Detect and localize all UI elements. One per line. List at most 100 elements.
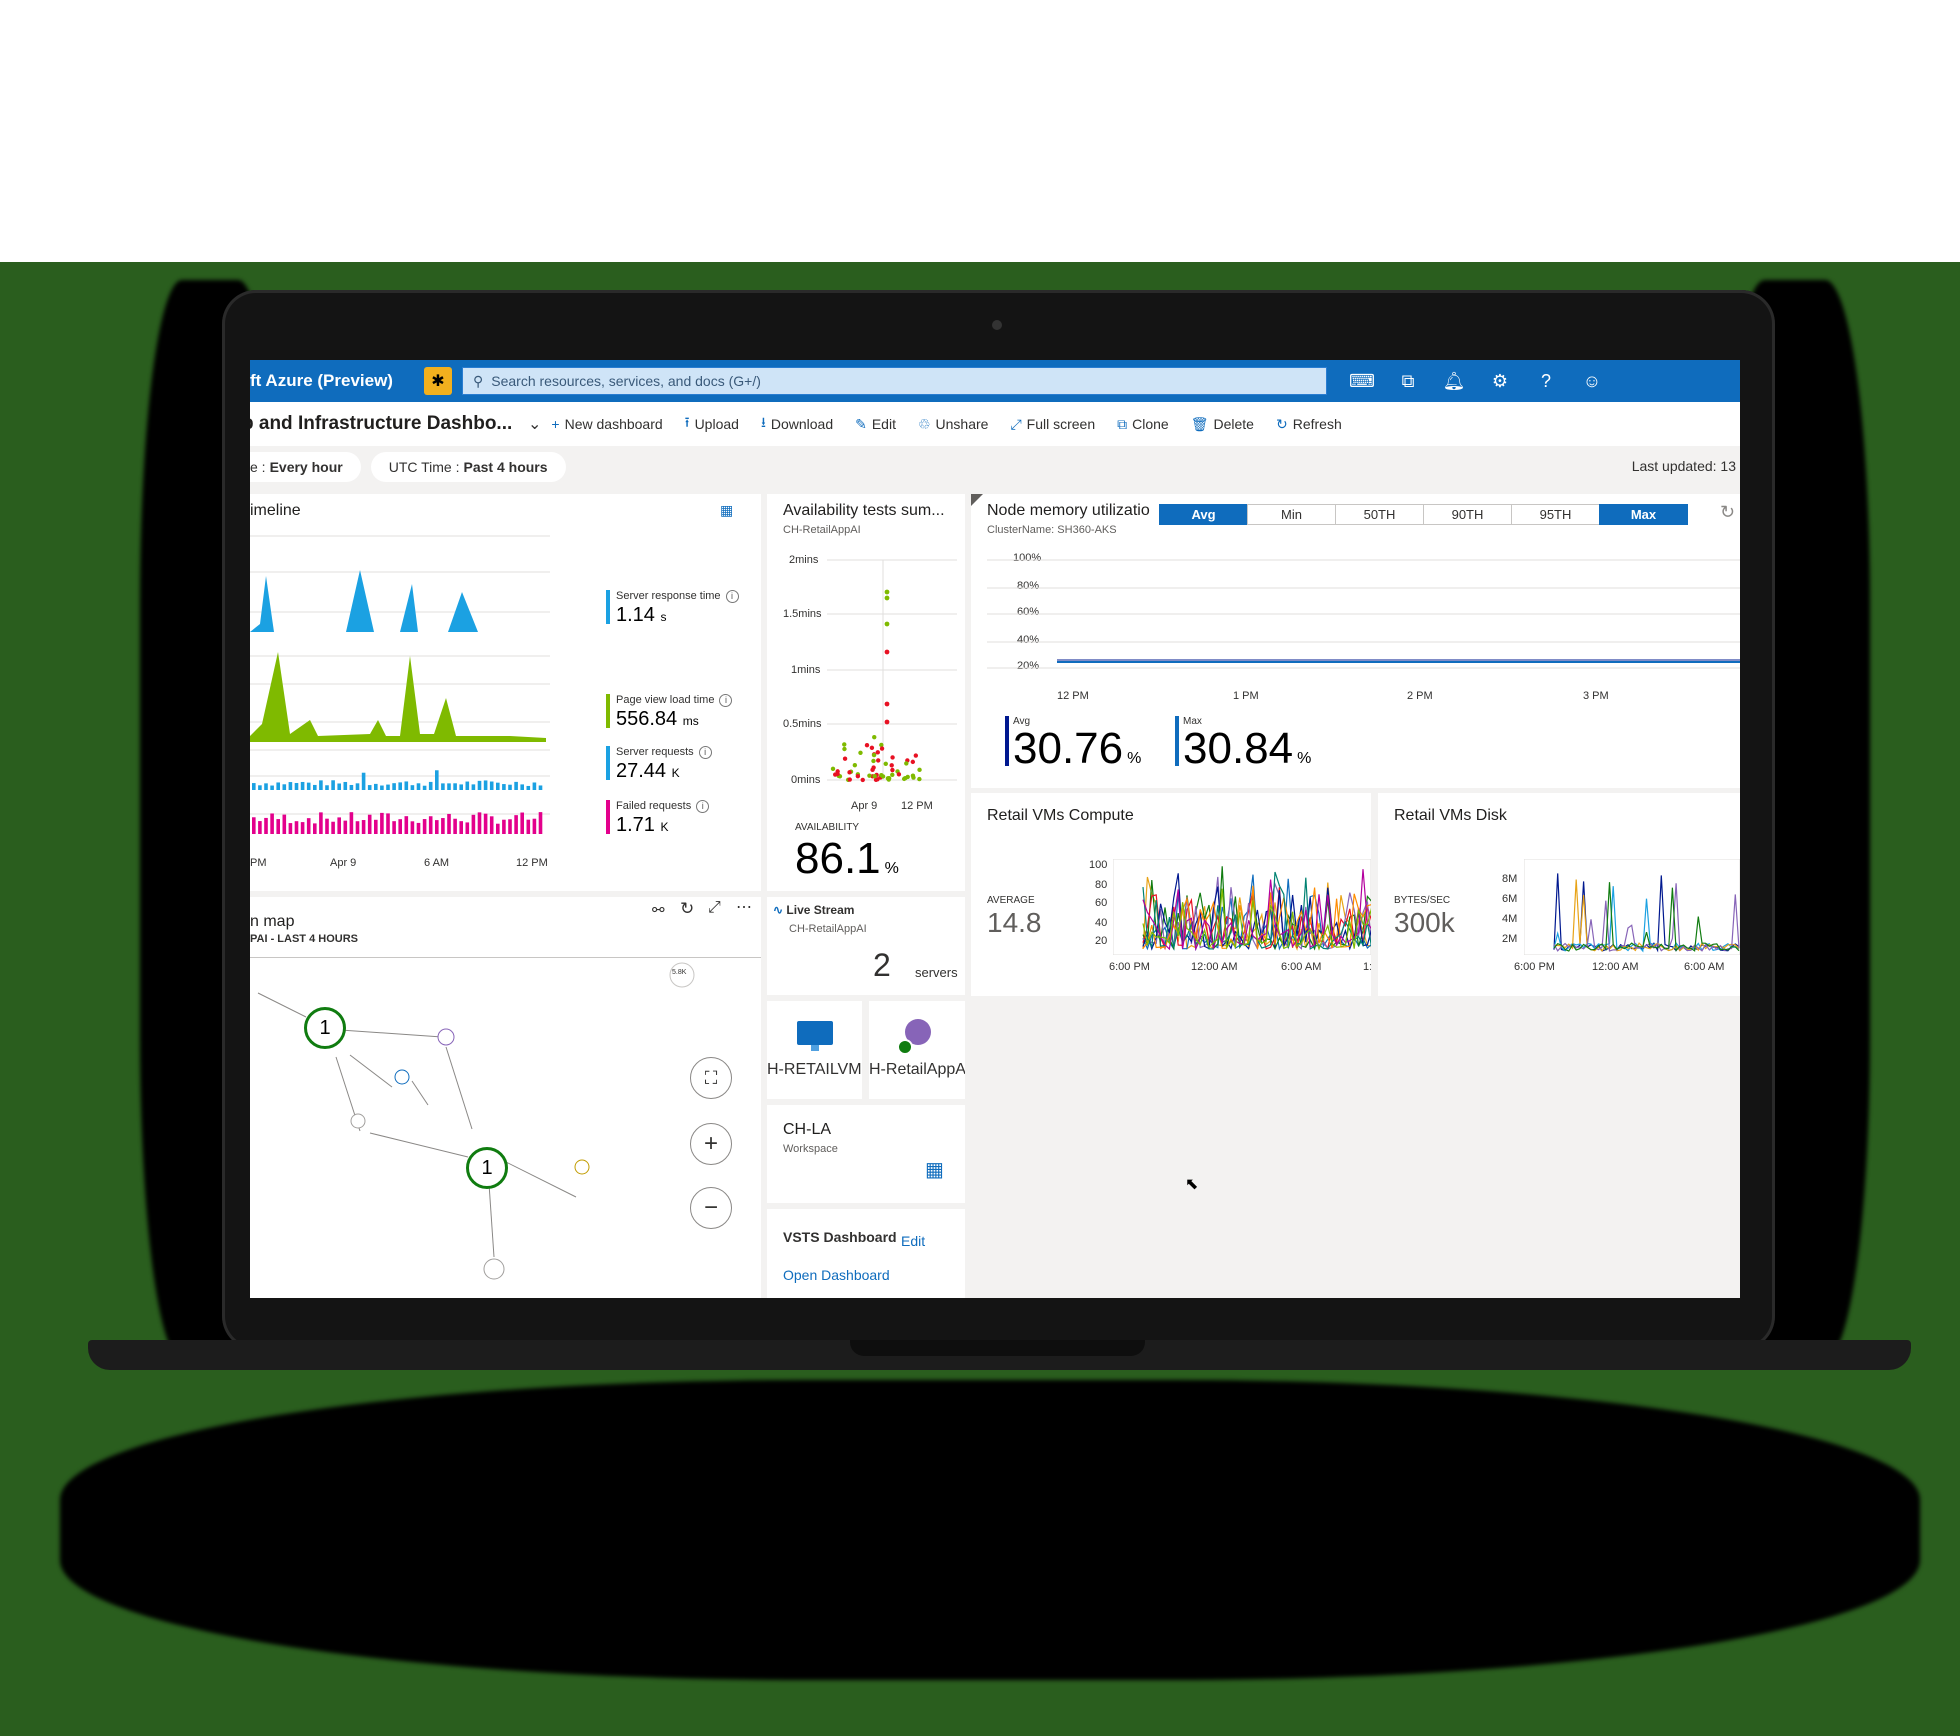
zoom-out-button[interactable]: −: [690, 1187, 732, 1229]
failed-requests-bar: [496, 823, 500, 834]
info-icon[interactable]: i: [696, 800, 710, 813]
memory-y-tick-0: 100%: [1013, 552, 1042, 564]
segment-50th[interactable]: 50TH: [1335, 504, 1424, 525]
upload-icon: ⭱: [684, 414, 690, 430]
portal-brand[interactable]: ft Azure (Preview): [250, 371, 393, 390]
availability-point: [890, 772, 895, 777]
timeline-tile[interactable]: imeline ▦ PM Apr 9 6 AM 12 PM Server res…: [250, 494, 761, 891]
segment-avg[interactable]: Avg: [1159, 504, 1248, 525]
segment-max[interactable]: Max: [1599, 504, 1688, 525]
feedback-smiley-icon[interactable]: ☺: [1582, 370, 1602, 391]
workspace-tile[interactable]: CH-LA Workspace ▦: [767, 1105, 965, 1203]
info-icon[interactable]: i: [719, 694, 733, 707]
refresh-icon[interactable]: ↻: [1720, 502, 1736, 522]
memory-y-tick-1: 80%: [1017, 580, 1040, 592]
map-node-store: [350, 1113, 366, 1129]
map-node-top: [669, 962, 695, 988]
availability-point: [830, 766, 836, 772]
server-requests-bar: [514, 781, 518, 790]
retail-disk-tile[interactable]: Retail VMs Disk BYTES/SEC 300k 8M 6M 4M …: [1378, 793, 1740, 996]
delete-button[interactable]: 🗑︎ Delete: [1191, 416, 1254, 433]
help-icon[interactable]: ?: [1540, 370, 1551, 391]
app-map-tile[interactable]: n map PAI - LAST 4 HOURS ⚯ ↻ ⤢ ⋯: [250, 897, 761, 1298]
info-icon[interactable]: i: [698, 746, 712, 759]
retail-compute-tile[interactable]: Retail VMs Compute AVERAGE 14.8 100 80 6…: [971, 793, 1371, 996]
segment-min[interactable]: Min: [1247, 504, 1336, 525]
failed-requests-label-text: Failed requests: [616, 800, 692, 812]
server-requests-bar: [477, 780, 482, 790]
server-requests-bar: [331, 780, 335, 790]
unshare-button[interactable]: ♲ Unshare: [918, 416, 988, 433]
map-node-top-label: 5.8K: [672, 969, 687, 976]
availability-point: [847, 770, 852, 775]
refresh-icon[interactable]: ↻: [680, 899, 695, 918]
appinsights-resource-tile[interactable]: H-RetailAppA: [869, 1001, 965, 1099]
download-button[interactable]: ⭳ Download: [761, 412, 833, 436]
memory-x-tick-1: 1 PM: [1233, 690, 1259, 702]
retail-disk-stat-value: 300k: [1394, 907, 1455, 938]
server-requests-bar: [258, 785, 262, 790]
availability-point: [910, 773, 916, 778]
segment-90th[interactable]: 90TH: [1423, 504, 1512, 525]
edit-button[interactable]: ✎ Edit: [855, 416, 896, 433]
memory-y-tick-2: 60%: [1017, 606, 1040, 618]
map-node-a[interactable]: 1: [304, 1007, 346, 1049]
new-dashboard-button[interactable]: + New dashboard: [551, 416, 662, 432]
availability-point: [870, 767, 875, 773]
laptop-notch: [850, 1340, 1145, 1356]
vsts-tile[interactable]: VSTS Dashboard Edit Open Dashboard: [767, 1209, 965, 1298]
app-insights-icon[interactable]: ▦: [720, 502, 734, 518]
zoom-in-button[interactable]: +: [690, 1123, 732, 1165]
live-stream-tile[interactable]: ∿ Live Stream CH-RetailAppAI 2 servers: [767, 897, 965, 995]
time-range-filter[interactable]: UTC Time : Past 4 hours: [370, 452, 566, 482]
full-screen-button[interactable]: ⤢ Full screen: [1010, 416, 1095, 433]
chevron-down-icon[interactable]: ⌄: [528, 416, 542, 433]
page-view-marker: [606, 694, 610, 728]
more-options-icon[interactable]: ⋯: [736, 899, 752, 916]
vm-resource-tile[interactable]: H-RETAILVMC: [767, 1001, 862, 1099]
response-time-marker: [606, 590, 610, 624]
availability-point: [860, 777, 865, 783]
topbar-icons: ⌨ ⧉ 🔔︎ ⚙ ? ☺: [1349, 371, 1605, 392]
availability-point: [890, 767, 895, 773]
plus-icon: +: [703, 1130, 718, 1157]
expand-icon[interactable]: ⤢: [708, 899, 721, 916]
directory-filter-icon[interactable]: ⧉: [1401, 370, 1415, 391]
availability-point: [883, 761, 888, 766]
server-requests-bar: [447, 783, 451, 790]
fit-to-screen-button[interactable]: ⛶: [690, 1057, 732, 1099]
server-requests-bar: [538, 785, 543, 790]
server-requests-bar: [502, 784, 506, 790]
full-screen-label: Full screen: [1026, 416, 1096, 432]
refresh-button[interactable]: ↻ Refresh: [1276, 416, 1342, 433]
retail-compute-stat-value: 14.8: [987, 907, 1042, 938]
failed-requests-bar: [319, 812, 323, 834]
failed-requests-bar: [386, 813, 390, 834]
cloud-shell-icon[interactable]: ⌨: [1349, 370, 1375, 391]
share-map-icon[interactable]: ⚯: [652, 902, 665, 919]
availability-unit: %: [884, 860, 899, 877]
gear-icon[interactable]: ⚙: [1491, 370, 1509, 391]
retail-disk-title: Retail VMs Disk: [1394, 807, 1507, 824]
server-requests-bar: [313, 784, 317, 790]
vsts-edit-link[interactable]: Edit: [901, 1233, 926, 1249]
node-memory-tile[interactable]: Node memory utilizatio ClusterName: SH36…: [971, 494, 1740, 788]
availability-tile[interactable]: Availability tests sum... CH-RetailAppAI…: [767, 494, 965, 891]
dashboard-title[interactable]: p and Infrastructure Dashbo...: [250, 413, 513, 434]
segment-95th[interactable]: 95TH: [1511, 504, 1600, 525]
avg-marker: [1005, 716, 1009, 766]
auto-refresh-filter[interactable]: e : Every hour: [250, 452, 361, 482]
failed-requests-bar: [337, 817, 341, 834]
laptop-shadow: [60, 1380, 1920, 1680]
azure-top-bar: ft Azure (Preview) ✱ ⚲ Search resources,…: [250, 360, 1740, 402]
preview-bug-icon[interactable]: ✱: [424, 367, 452, 395]
availability-point: [879, 746, 885, 751]
global-search[interactable]: ⚲ Search resources, services, and docs (…: [462, 367, 1327, 395]
clone-button[interactable]: ⧉ Clone: [1117, 416, 1169, 433]
upload-button[interactable]: ⭱ Upload: [685, 412, 739, 436]
map-node-b[interactable]: 1: [466, 1147, 508, 1189]
bell-icon[interactable]: 🔔︎: [1442, 370, 1466, 391]
open-dashboard-link[interactable]: Open Dashboard: [783, 1267, 890, 1283]
info-icon[interactable]: i: [725, 590, 739, 603]
failed-requests-bar: [355, 821, 360, 834]
